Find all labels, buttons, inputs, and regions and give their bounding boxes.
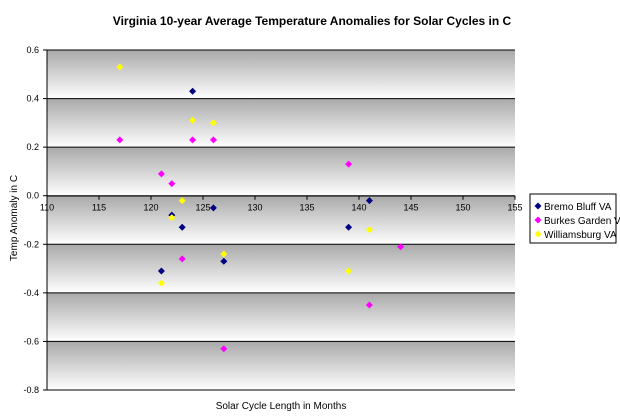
data-point-series-2 (220, 345, 228, 353)
data-point-series-1 (189, 87, 197, 95)
plot-background (47, 50, 515, 390)
y-tick-label: -0.4 (23, 288, 39, 298)
data-point-series-1 (345, 223, 353, 231)
data-point-series-1 (178, 223, 186, 231)
x-tick-label: 120 (143, 203, 158, 213)
data-point-series-2 (178, 255, 186, 263)
x-axis-label: Solar Cycle Length in Months (216, 401, 347, 412)
legend: Bremo Bluff VA Burkes Garden VA Williamsbu… (529, 193, 620, 244)
data-point-series-3 (189, 116, 197, 124)
plot-band (47, 195, 515, 245)
data-point-series-2 (209, 136, 217, 144)
x-tick-label: 145 (403, 203, 418, 213)
data-point-series-3 (365, 226, 373, 234)
data-point-series-2 (189, 136, 197, 144)
data-point-series-2 (157, 170, 165, 178)
data-point-series-2 (365, 301, 373, 309)
y-tick-label: 0.0 (26, 191, 39, 201)
data-point-series-2 (345, 160, 353, 168)
data-point-series-1 (220, 257, 228, 265)
legend-entry: Burkes Garden VA (544, 216, 620, 227)
data-point-series-2 (168, 180, 176, 188)
plot-band (47, 341, 515, 390)
data-point-series-3 (345, 267, 353, 275)
data-point-series-2 (397, 243, 405, 251)
legend-box (529, 193, 617, 244)
y-tick-label: 0.6 (26, 45, 39, 55)
legend-entry: Bremo Bluff VA (544, 202, 612, 213)
y-tick-label: -0.6 (23, 336, 39, 346)
x-tick-label: 110 (40, 203, 54, 213)
y-axis-ticks: 0.6 0.4 0.2 0.0 -0.2 -0.4 -0.6 -0.8 (23, 45, 47, 395)
y-tick-label: 0.4 (26, 94, 39, 104)
plot-band (47, 50, 515, 99)
x-tick-label: 135 (299, 203, 314, 213)
data-point-series-1 (365, 197, 373, 205)
x-axis-ticks: 110 115 120 125 130 135 140 145 150 155 (40, 195, 523, 213)
y-tick-label: -0.2 (23, 239, 39, 249)
data-point-series-3 (178, 197, 186, 205)
data-point-series-3 (220, 250, 228, 258)
legend-marker (534, 230, 542, 238)
data-point-series-1 (157, 267, 165, 275)
plot-band (47, 147, 515, 196)
data-point-series-3 (157, 279, 165, 287)
data-point-series-2 (116, 136, 124, 144)
plot-band (47, 98, 515, 148)
data-point-series-3 (209, 119, 217, 127)
x-tick-label: 155 (507, 203, 522, 213)
legend-marker (534, 216, 542, 224)
y-tick-label: 0.2 (26, 142, 39, 152)
x-tick-label: 125 (195, 203, 210, 213)
legend-entry: Williamsburg VA (544, 230, 617, 241)
plot-band (47, 244, 515, 293)
y-tick-label: -0.8 (23, 385, 39, 395)
data-points (116, 63, 405, 353)
data-point-series-3 (168, 214, 176, 222)
x-tick-label: 150 (455, 203, 470, 213)
x-tick-label: 130 (247, 203, 262, 213)
x-tick-label: 115 (92, 203, 106, 213)
legend-marker (534, 202, 542, 210)
plot-band (47, 292, 515, 342)
y-axis-label: Temp Anomaly in C (9, 175, 20, 261)
data-point-series-1 (209, 204, 217, 212)
chart-title: Virginia 10-year Average Temperature Ano… (113, 14, 512, 28)
x-tick-label: 140 (351, 203, 366, 213)
data-point-series-3 (116, 63, 124, 71)
